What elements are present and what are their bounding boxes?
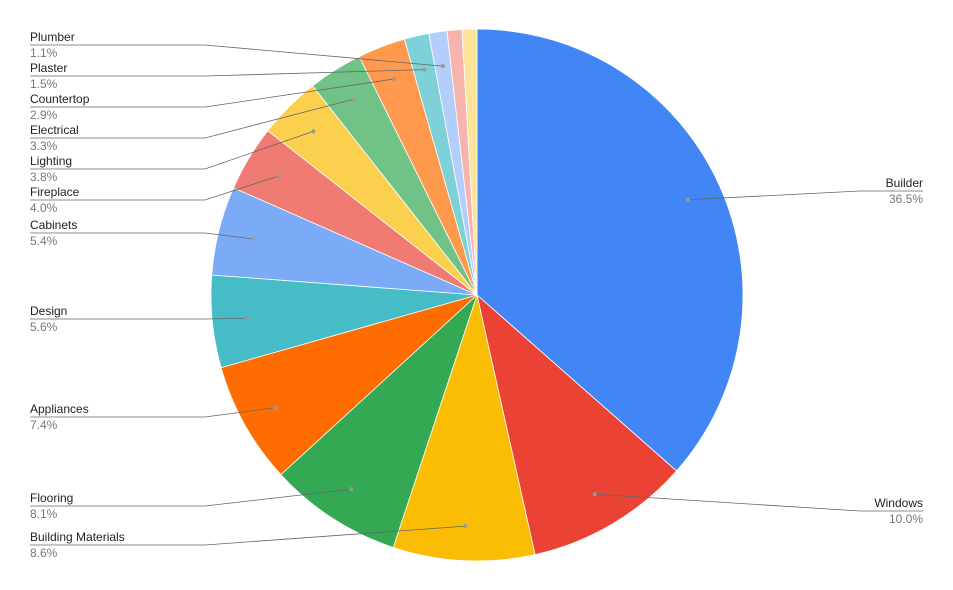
slice-value-label: 5.6% [30, 320, 58, 334]
slice-value-label: 3.8% [30, 170, 58, 184]
leader-line [30, 317, 247, 320]
slice-label: Plumber [30, 30, 75, 44]
leader-dot [592, 492, 597, 497]
leader-line [30, 175, 279, 201]
leader-line [30, 407, 275, 418]
slice-label: Lighting [30, 154, 72, 168]
slice-label: Appliances [30, 402, 89, 416]
slice-label: Builder [886, 176, 923, 190]
slice-label: Design [30, 304, 67, 318]
slice-value-label: 4.0% [30, 201, 58, 215]
leader-line [30, 488, 352, 507]
leader-line [30, 69, 425, 77]
pie-slice [220, 294, 478, 476]
slice-label: Building Materials [30, 530, 125, 544]
leader-line [30, 44, 443, 67]
leader-dot [276, 173, 281, 178]
slice-label: Fireplace [30, 185, 80, 199]
slice-value-label: 10.0% [889, 512, 923, 526]
leader-dot [422, 67, 427, 72]
leader-line [30, 232, 253, 240]
leader-line [30, 525, 466, 546]
slice-value-label: 5.4% [30, 234, 58, 248]
leader-line [30, 98, 354, 139]
slice-value-label: 8.6% [30, 546, 58, 560]
leader-line [687, 190, 923, 201]
leader-dot [349, 487, 354, 492]
slice-label: Flooring [30, 491, 73, 505]
leader-dot [391, 77, 396, 82]
leader-line [30, 130, 314, 170]
pie-slice [476, 293, 678, 556]
slice-value-label: 2.9% [30, 108, 58, 122]
slice-label: Cabinets [30, 218, 77, 232]
slice-value-label: 1.1% [30, 46, 58, 60]
leader-dot [250, 236, 255, 241]
slice-label: Electrical [30, 123, 79, 137]
slice-value-label: 36.5% [889, 192, 923, 206]
pie-slice [280, 293, 478, 548]
pie-slice [392, 293, 536, 562]
slice-value-label: 3.3% [30, 139, 58, 153]
slice-value-label: 8.1% [30, 507, 58, 521]
leader-dot [351, 97, 356, 102]
leader-dot [272, 405, 277, 410]
pie-slice [461, 28, 478, 296]
pie-slice [476, 28, 744, 472]
leader-dot [440, 64, 445, 69]
leader-dot [463, 524, 468, 529]
leader-dot [311, 129, 316, 134]
slice-label: Countertop [30, 92, 90, 106]
slice-label: Plaster [30, 61, 67, 75]
leader-dot [685, 197, 690, 202]
slice-value-label: 1.5% [30, 77, 58, 91]
slice-label: Windows [874, 496, 923, 510]
leader-line [594, 493, 923, 512]
leader-dot [244, 316, 249, 321]
leader-line [30, 78, 394, 108]
slice-value-label: 7.4% [30, 418, 58, 432]
